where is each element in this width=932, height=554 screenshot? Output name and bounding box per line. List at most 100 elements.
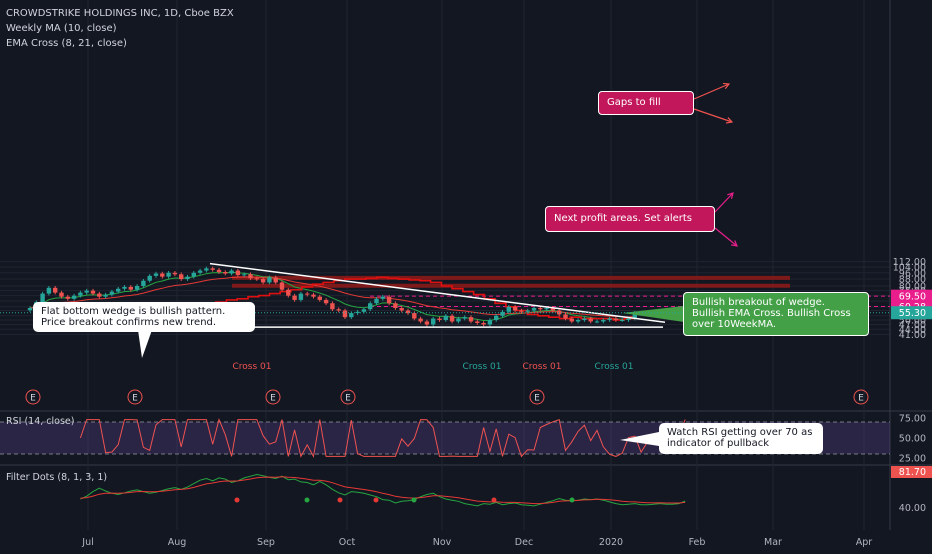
profit-arrow-down-head: [730, 240, 738, 247]
candle-body: [342, 310, 348, 318]
candle-body: [147, 275, 152, 281]
y-tick-label: 41.00: [899, 330, 926, 341]
candle-body: [46, 287, 52, 294]
candle-body: [330, 303, 335, 310]
candle-body: [525, 310, 530, 312]
profit-note[interactable]: Next profit areas. Set alerts: [545, 206, 715, 232]
candle-body: [349, 313, 354, 318]
candle-body: [53, 287, 58, 293]
x-tick-label: Feb: [689, 537, 706, 548]
filter-dot: [337, 497, 343, 503]
candle-body: [563, 314, 568, 319]
rsi-note-pointer: [620, 432, 659, 446]
candle-body: [431, 318, 436, 325]
oscillators: [234, 497, 575, 503]
cross-label: Cross 01: [523, 362, 562, 372]
gap-zone: [232, 275, 790, 280]
chart-legend: CROWDSTRIKE HOLDINGS INC, 1D, Cboe BZX W…: [6, 6, 234, 51]
candle-body: [229, 270, 234, 274]
candle-body: [594, 321, 600, 323]
earnings-marker-label: E: [270, 394, 276, 404]
candle-body: [128, 286, 133, 290]
candle-body: [254, 278, 259, 280]
candle-body: [462, 317, 467, 319]
profit-arrow-up: [714, 192, 734, 213]
candle-body: [191, 272, 196, 277]
candle-body: [286, 289, 291, 296]
candle-body: [103, 294, 108, 297]
candle-body: [544, 308, 549, 310]
filter-dot: [411, 497, 417, 503]
flat-bottom-note-pointer: [138, 330, 152, 358]
candle-body: [90, 290, 96, 294]
earnings-marker-label: E: [132, 394, 138, 404]
gap-zone: [232, 283, 790, 288]
dots-tick-label: 40.00: [899, 503, 926, 514]
price-badge: [891, 306, 932, 320]
candle-body: [380, 296, 385, 299]
candle-body: [248, 274, 253, 279]
candle-body: [393, 303, 398, 309]
earnings-marker: [529, 389, 545, 405]
candle-body: [216, 269, 222, 273]
candle-body: [512, 306, 518, 311]
candle-body: [437, 318, 442, 320]
x-tick-label: Dec: [515, 537, 533, 548]
breakout-note-pointer: [622, 306, 684, 322]
candle-body: [179, 274, 184, 280]
candle-body: [235, 270, 241, 276]
x-tick-label: Mar: [764, 537, 782, 548]
cross-label: Cross 01: [463, 362, 502, 372]
dots-price-badge: [891, 466, 932, 478]
candle-body: [109, 291, 115, 295]
y-tick-label: 47.00: [899, 320, 926, 331]
profit-arrow-up-head: [727, 192, 734, 199]
x-tick-label: 2020: [599, 537, 623, 548]
candle-body: [197, 270, 203, 273]
candle-body: [481, 322, 486, 325]
candle-body: [519, 310, 524, 312]
earnings-marker: [127, 389, 143, 405]
weekly-ma-line: [205, 276, 635, 321]
candle-body: [122, 286, 127, 289]
candle-body: [374, 298, 379, 304]
candle-body: [185, 276, 190, 280]
filter-dot: [234, 497, 240, 503]
candle-body: [405, 310, 411, 314]
x-tick-label: Nov: [433, 537, 452, 548]
rsi-tick-label: 25.00: [899, 454, 926, 465]
gap-arrow-down: [693, 108, 733, 123]
filter-dot: [569, 497, 575, 503]
x-tick-label: Oct: [339, 537, 356, 548]
candle-body: [40, 293, 45, 303]
filter-dots-legend[interactable]: Filter Dots (8, 1, 3, 1): [6, 472, 108, 483]
y-tick-label: 80.00: [899, 281, 926, 292]
candle-body: [386, 296, 392, 304]
flat-bottom-note[interactable]: Flat bottom wedge is bullish pattern. Pr…: [33, 302, 255, 332]
candle-body: [267, 277, 272, 283]
candle-body: [607, 318, 612, 320]
candle-body: [298, 293, 304, 300]
candle-body: [141, 280, 146, 286]
breakout-note[interactable]: Bullish breakout of wedge. Bullish EMA C…: [683, 292, 869, 336]
candle-body: [620, 320, 625, 321]
candle-body: [475, 321, 480, 323]
x-tick-label: Apr: [856, 537, 873, 548]
ma-legend[interactable]: Weekly MA (10, close): [6, 23, 117, 34]
candle-body: [311, 294, 316, 297]
gap-arrow-down-head: [725, 117, 734, 124]
gaps-note[interactable]: Gaps to fill: [598, 91, 694, 115]
candle-body: [531, 308, 537, 311]
price-badge: [891, 289, 932, 303]
rsi-note[interactable]: Watch RSI getting over 70 as indicator o…: [659, 423, 823, 454]
ema-legend[interactable]: EMA Cross (8, 21, close): [6, 38, 127, 49]
candle-body: [601, 320, 606, 322]
axes: Jul Aug Sep Oct Nov Dec 2020 Feb Mar Apr 112.00104…: [0, 257, 932, 548]
rsi-legend[interactable]: RSI (14, close): [6, 416, 75, 427]
symbol-title[interactable]: CROWDSTRIKE HOLDINGS INC, 1D, Cboe BZX: [6, 8, 234, 19]
candle-body: [449, 315, 455, 322]
